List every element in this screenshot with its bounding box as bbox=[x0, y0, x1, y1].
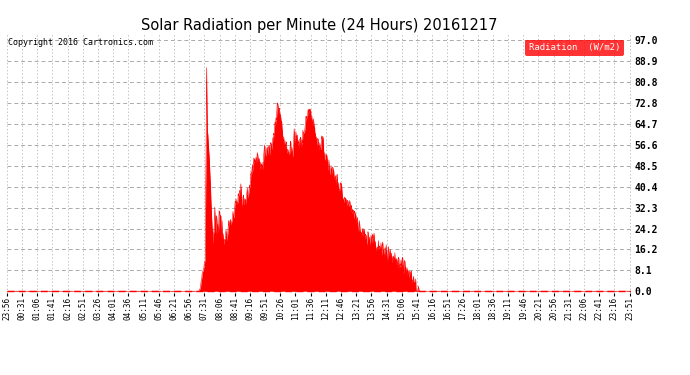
Title: Solar Radiation per Minute (24 Hours) 20161217: Solar Radiation per Minute (24 Hours) 20… bbox=[141, 18, 497, 33]
Legend: Radiation  (W/m2): Radiation (W/m2) bbox=[525, 39, 624, 56]
Text: Copyright 2016 Cartronics.com: Copyright 2016 Cartronics.com bbox=[8, 38, 153, 46]
